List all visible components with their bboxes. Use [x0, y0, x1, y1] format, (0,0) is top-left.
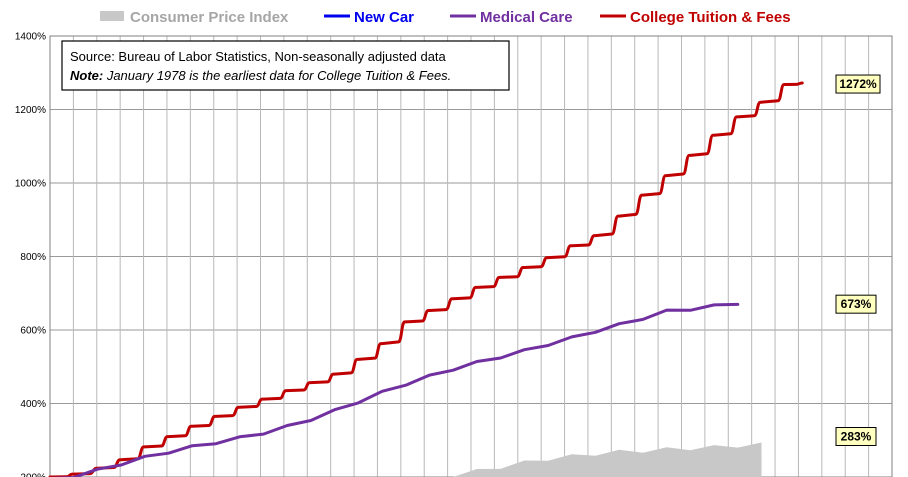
y-tick-label: 400% [20, 399, 46, 410]
end-label-box [835, 426, 877, 446]
note-label: Note: [70, 68, 103, 83]
y-tick-label: 200% [20, 473, 46, 477]
y-tick-label: 800% [20, 252, 46, 263]
grid-layer [49, 35, 893, 477]
series-layer [48, 81, 804, 477]
series-line-medical-care [49, 302, 740, 477]
y-tick-label: 600% [20, 326, 46, 337]
end-label-box [835, 74, 881, 94]
end-labels: 1272% 673% 283% [835, 74, 881, 446]
plot-border [49, 35, 893, 477]
y-tick-label: 1000% [15, 179, 46, 190]
legend-swatch [100, 11, 124, 21]
note-text: January 1978 is the earliest data for Co… [103, 68, 451, 83]
legend-label: Medical Care [480, 9, 573, 26]
source-note-box [61, 40, 510, 91]
source-note: Source: Bureau of Labor Statistics, Non-… [61, 40, 510, 91]
legend-label: New Car [354, 9, 414, 26]
end-label: 1272% [839, 77, 877, 91]
y-tick-label: 1200% [15, 105, 46, 116]
source-text: Source: Bureau of Labor Statistics, Non-… [70, 49, 447, 64]
end-label: 283% [841, 429, 872, 443]
cpi-area-layer [453, 442, 762, 477]
legend: Consumer Price Index New Car Medical Care C… [100, 9, 791, 26]
end-label-box [835, 294, 877, 314]
cpi-area [453, 442, 762, 477]
axis-layer: 1400% 1200% 1000% 800% 600% 400% 200% [15, 32, 46, 477]
end-label: 673% [841, 297, 872, 311]
y-tick-label: 1400% [15, 32, 46, 43]
legend-label: Consumer Price Index [130, 9, 289, 26]
series-line-college-tuition-fees [48, 81, 804, 477]
note-line: Note: January 1978 is the earliest data … [70, 68, 451, 83]
legend-label: College Tuition & Fees [630, 9, 791, 26]
